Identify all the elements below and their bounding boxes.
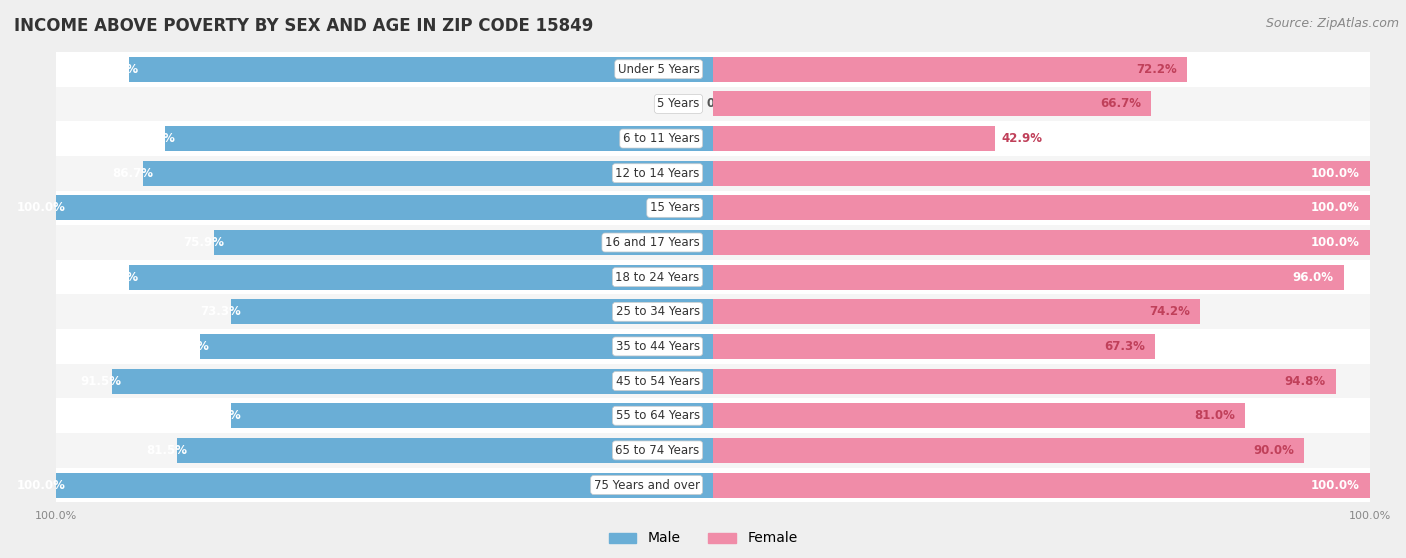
Text: 42.9%: 42.9%: [1001, 132, 1042, 145]
Text: 78.1%: 78.1%: [169, 340, 209, 353]
Text: Source: ZipAtlas.com: Source: ZipAtlas.com: [1265, 17, 1399, 30]
Text: 83.3%: 83.3%: [135, 132, 176, 145]
Bar: [713, 473, 1369, 498]
Bar: [713, 369, 1336, 393]
Bar: [166, 126, 713, 151]
Text: 67.3%: 67.3%: [1104, 340, 1144, 353]
Text: 65 to 74 Years: 65 to 74 Years: [616, 444, 700, 457]
Bar: [56, 225, 713, 260]
Text: 18 to 24 Years: 18 to 24 Years: [616, 271, 700, 283]
Text: 5 Years: 5 Years: [657, 98, 700, 110]
Text: 55 to 64 Years: 55 to 64 Years: [616, 409, 700, 422]
Text: Under 5 Years: Under 5 Years: [617, 62, 700, 76]
Bar: [56, 295, 713, 329]
Text: 100.0%: 100.0%: [1312, 167, 1360, 180]
Text: 81.5%: 81.5%: [146, 444, 187, 457]
Bar: [713, 438, 1305, 463]
Bar: [128, 264, 713, 290]
Bar: [713, 468, 1369, 502]
Text: 75.9%: 75.9%: [183, 236, 224, 249]
Bar: [143, 161, 713, 186]
Bar: [56, 52, 713, 86]
Bar: [713, 190, 1369, 225]
Text: 66.7%: 66.7%: [1101, 98, 1142, 110]
Text: 81.0%: 81.0%: [1194, 409, 1236, 422]
Bar: [713, 92, 1152, 117]
Text: 6 to 11 Years: 6 to 11 Years: [623, 132, 700, 145]
Text: 100.0%: 100.0%: [17, 201, 66, 214]
Text: 100.0%: 100.0%: [1312, 236, 1360, 249]
Text: 25 to 34 Years: 25 to 34 Years: [616, 305, 700, 318]
Bar: [56, 260, 713, 295]
Text: 12 to 14 Years: 12 to 14 Years: [616, 167, 700, 180]
Text: 88.9%: 88.9%: [97, 62, 139, 76]
Text: 35 to 44 Years: 35 to 44 Years: [616, 340, 700, 353]
Bar: [56, 195, 713, 220]
Text: 72.2%: 72.2%: [1136, 62, 1177, 76]
Bar: [56, 473, 713, 498]
Bar: [713, 260, 1369, 295]
Bar: [713, 195, 1369, 220]
Bar: [56, 156, 713, 190]
Text: 0.0%: 0.0%: [706, 98, 738, 110]
Bar: [713, 264, 1344, 290]
Bar: [56, 364, 713, 398]
Bar: [713, 57, 1187, 81]
Bar: [713, 398, 1369, 433]
Text: 90.0%: 90.0%: [1253, 444, 1295, 457]
Text: 45 to 54 Years: 45 to 54 Years: [616, 374, 700, 388]
Bar: [713, 334, 1154, 359]
Bar: [56, 190, 713, 225]
Text: 94.8%: 94.8%: [1285, 374, 1326, 388]
Bar: [177, 438, 713, 463]
Text: 16 and 17 Years: 16 and 17 Years: [605, 236, 700, 249]
Bar: [713, 161, 1369, 186]
Bar: [56, 433, 713, 468]
Text: 73.3%: 73.3%: [200, 305, 240, 318]
Bar: [713, 156, 1369, 190]
Text: 100.0%: 100.0%: [17, 479, 66, 492]
Bar: [56, 86, 713, 121]
Bar: [111, 369, 713, 393]
Bar: [713, 299, 1201, 324]
Bar: [214, 230, 713, 255]
Bar: [713, 225, 1369, 260]
Bar: [713, 86, 1369, 121]
Bar: [713, 230, 1369, 255]
Bar: [713, 126, 994, 151]
Text: 88.9%: 88.9%: [97, 271, 139, 283]
Legend: Male, Female: Male, Female: [603, 526, 803, 551]
Text: 91.5%: 91.5%: [80, 374, 121, 388]
Bar: [128, 57, 713, 81]
Text: 96.0%: 96.0%: [1292, 271, 1334, 283]
Bar: [713, 364, 1369, 398]
Text: 73.3%: 73.3%: [200, 409, 240, 422]
Bar: [713, 329, 1369, 364]
Bar: [56, 329, 713, 364]
Bar: [56, 121, 713, 156]
Bar: [713, 295, 1369, 329]
Bar: [713, 121, 1369, 156]
Bar: [713, 52, 1369, 86]
Text: INCOME ABOVE POVERTY BY SEX AND AGE IN ZIP CODE 15849: INCOME ABOVE POVERTY BY SEX AND AGE IN Z…: [14, 17, 593, 35]
Text: 86.7%: 86.7%: [112, 167, 153, 180]
Bar: [56, 468, 713, 502]
Bar: [56, 398, 713, 433]
Bar: [200, 334, 713, 359]
Bar: [231, 403, 713, 428]
Text: 74.2%: 74.2%: [1150, 305, 1191, 318]
Text: 100.0%: 100.0%: [1312, 479, 1360, 492]
Bar: [713, 433, 1369, 468]
Bar: [713, 403, 1246, 428]
Bar: [231, 299, 713, 324]
Text: 75 Years and over: 75 Years and over: [593, 479, 700, 492]
Text: 15 Years: 15 Years: [650, 201, 700, 214]
Text: 100.0%: 100.0%: [1312, 201, 1360, 214]
